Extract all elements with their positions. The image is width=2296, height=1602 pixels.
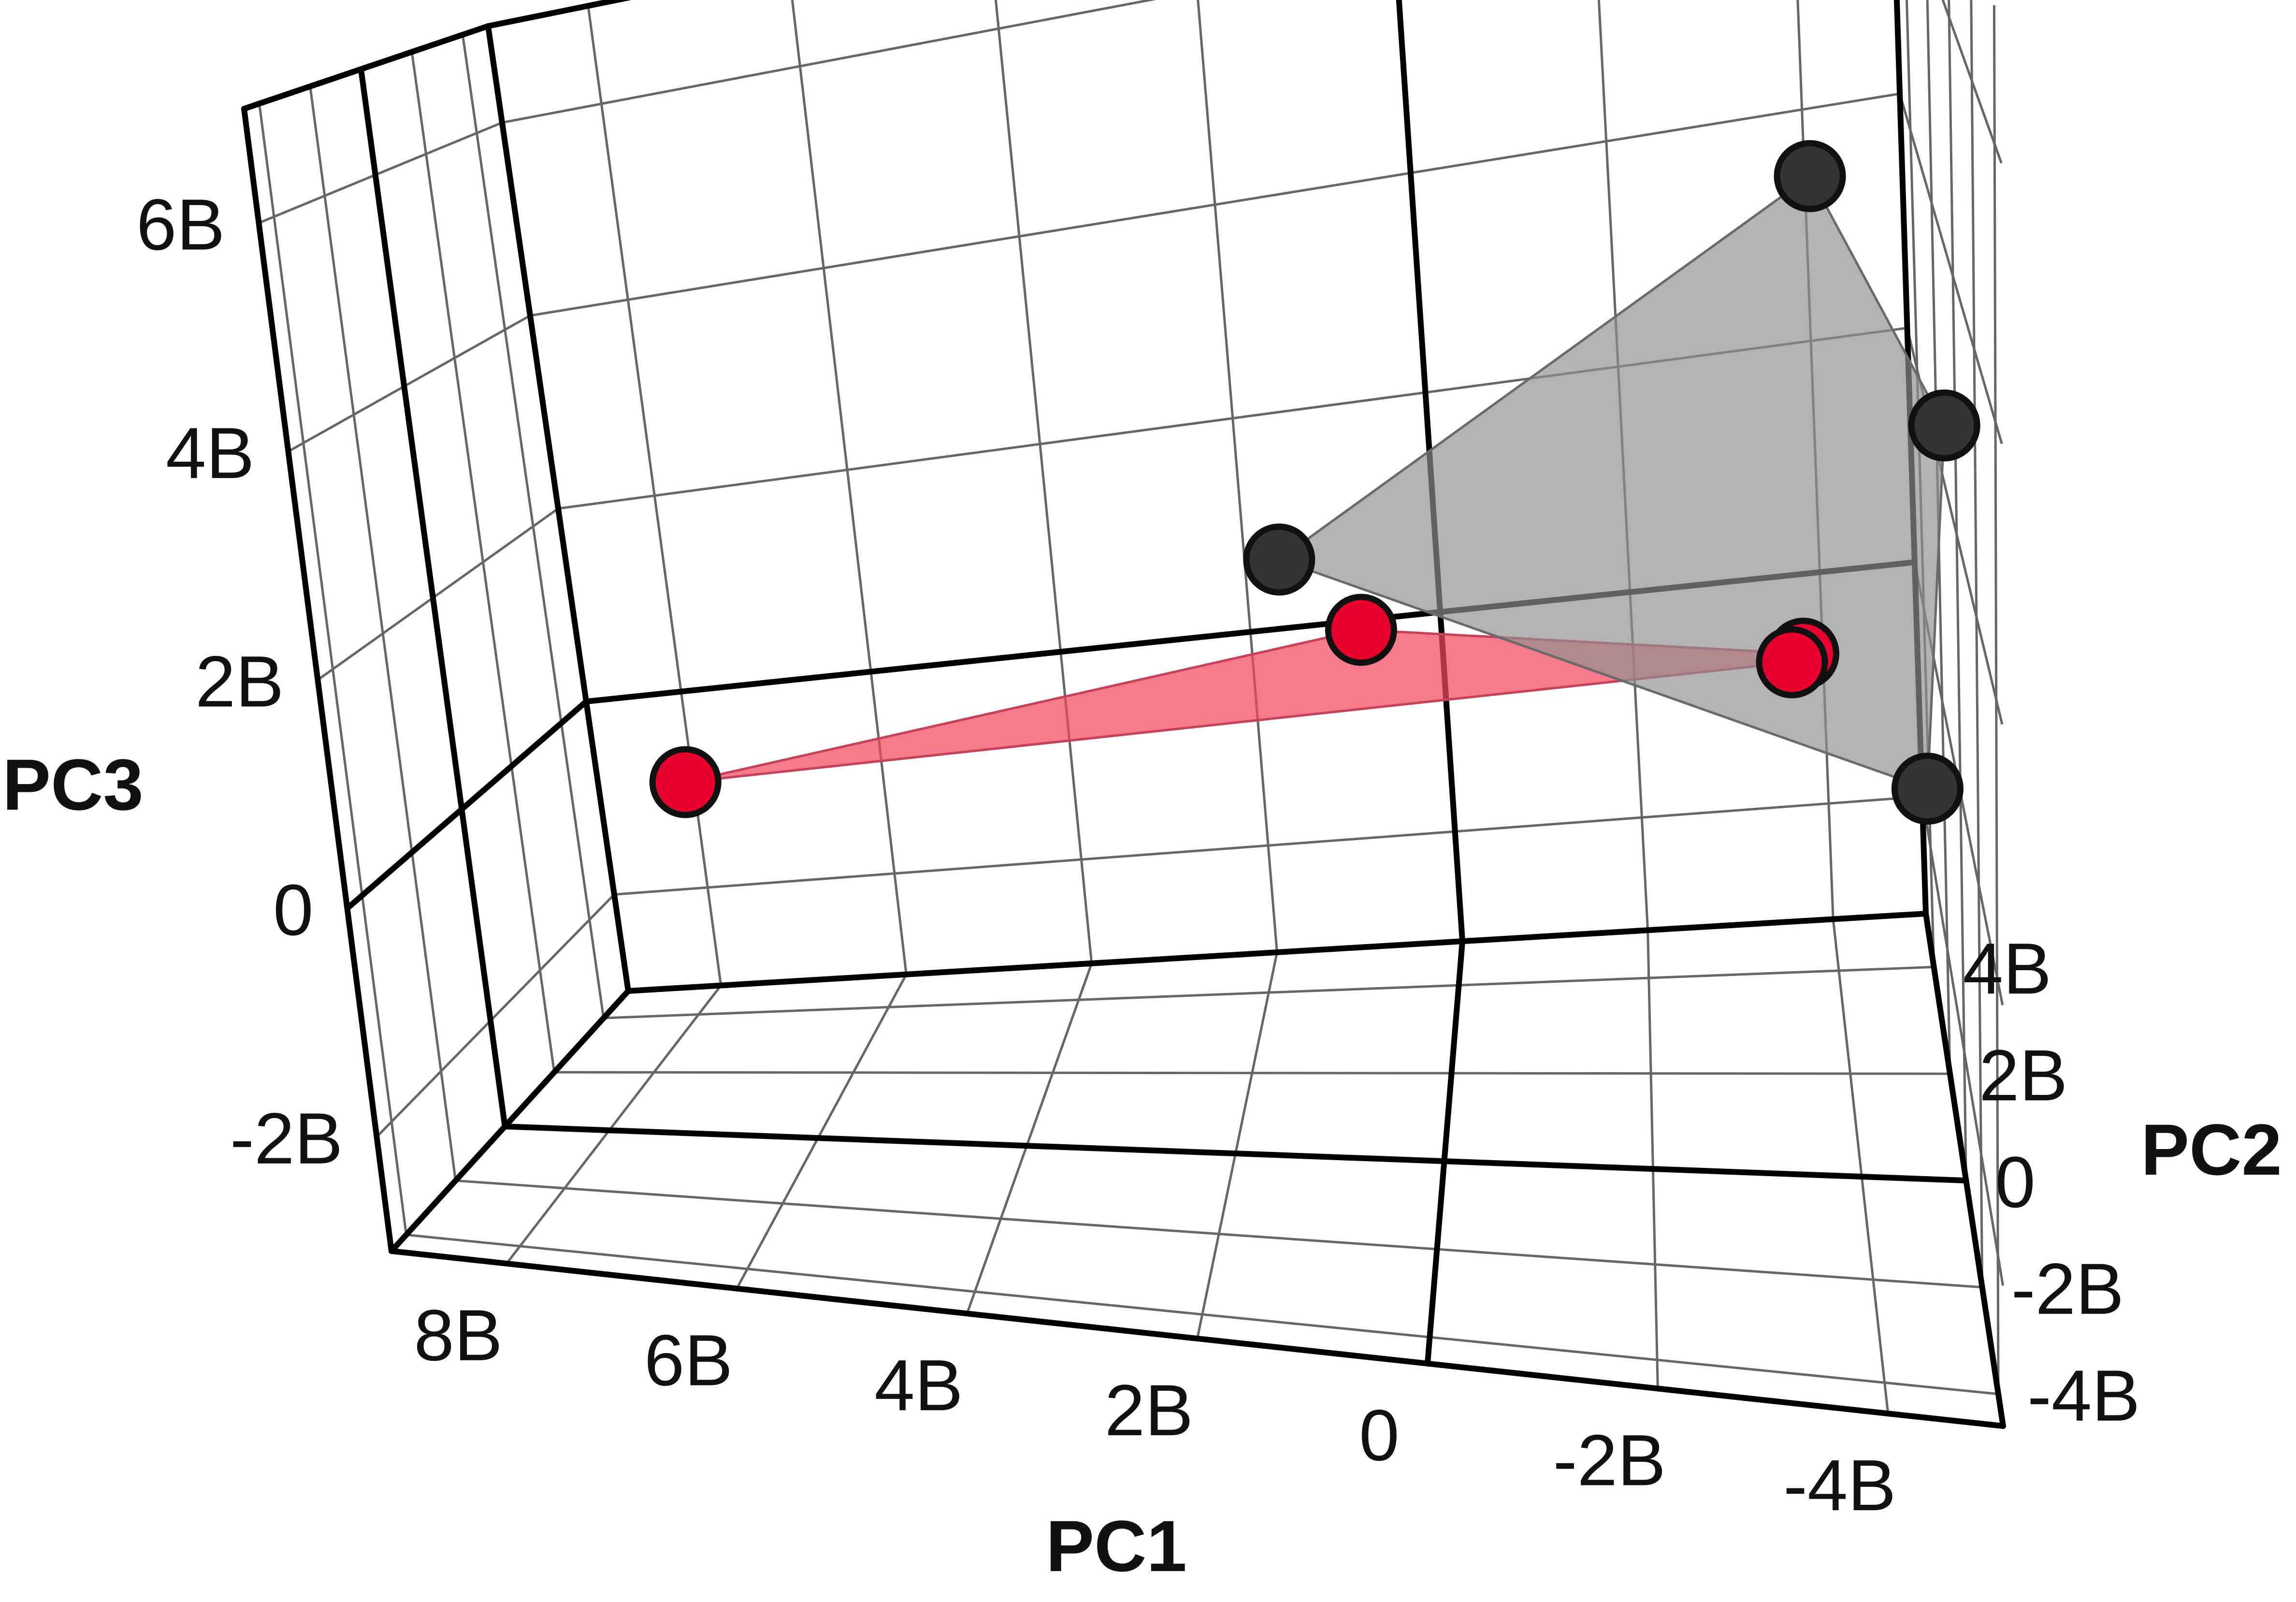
side-wall-grid-line bbox=[288, 314, 531, 453]
x-axis-title: PC1 bbox=[1046, 1505, 1187, 1587]
grey-data-point bbox=[1243, 524, 1315, 596]
floor-grid-line bbox=[1646, 930, 1659, 1389]
data-points bbox=[649, 140, 1980, 825]
y-zero-side-line bbox=[358, 66, 508, 1130]
frame-edge bbox=[1923, 911, 2006, 1429]
x-tick-label: -4B bbox=[1783, 1444, 1896, 1526]
y-axis-title: PC2 bbox=[2141, 1109, 2282, 1190]
back-wall-grid-line bbox=[614, 795, 1922, 896]
floor-grid-line bbox=[1832, 919, 1890, 1414]
y-tick-label: 2B bbox=[1979, 1034, 2067, 1116]
right-wall-grid-line bbox=[1941, 0, 2003, 164]
back-wall-grid-line bbox=[502, 0, 1156, 124]
right-wall-grid-line bbox=[1921, 796, 2005, 1286]
y-tick-label: -2B bbox=[2011, 1248, 2124, 1329]
red-data-point bbox=[1325, 594, 1397, 666]
frame-edge bbox=[389, 988, 631, 1254]
back-wall-grid-line bbox=[994, 0, 1093, 964]
z-tick-label: 2B bbox=[195, 641, 284, 722]
x-tick-label: 6B bbox=[644, 1320, 733, 1401]
grey-data-point bbox=[1908, 389, 1980, 462]
x-tick-label: 0 bbox=[1359, 1395, 1399, 1476]
floor-grid-line bbox=[1196, 952, 1278, 1339]
floor-grid-line bbox=[736, 974, 908, 1289]
x-tick-label: -2B bbox=[1553, 1419, 1666, 1500]
x-tick-label: 2B bbox=[1105, 1369, 1193, 1451]
frame-edge bbox=[389, 1248, 2006, 1429]
z-tick-label: 6B bbox=[136, 184, 225, 265]
grey-data-point bbox=[1891, 752, 1964, 825]
y-tick-label: 0 bbox=[1995, 1141, 2035, 1223]
floor-grid-line bbox=[406, 1233, 1999, 1396]
right-wall-grid-line bbox=[1898, 93, 2003, 444]
red-data-point bbox=[649, 746, 722, 818]
grey-data-point bbox=[1774, 140, 1846, 212]
x-zero-wall-line bbox=[1396, 0, 1466, 945]
back-wall-grid-line bbox=[530, 92, 1900, 317]
back-wall-grid-line bbox=[1197, 0, 1278, 953]
side-wall-grid-line bbox=[375, 893, 615, 1138]
floor-grid-line bbox=[554, 1071, 1950, 1075]
y-tick-label: 4B bbox=[1963, 928, 2051, 1009]
z-tick-label: 0 bbox=[273, 869, 313, 950]
y-tick-label: -4B bbox=[2027, 1355, 2140, 1436]
floor-grid-line bbox=[966, 963, 1093, 1314]
tick-labels: 8B 6B 4B 2B 0 -2B -4B -4B -2B 0 2B 4B 6B 4B 2B 0 -2B bbox=[136, 184, 2140, 1526]
z-tick-label: -2B bbox=[230, 1098, 343, 1179]
z-axis-title: PC3 bbox=[2, 744, 144, 825]
back-wall-grid-line bbox=[791, 0, 908, 975]
side-wall-grid-line bbox=[317, 507, 559, 681]
x-tick-label: 8B bbox=[414, 1295, 502, 1376]
z-zero-side-line bbox=[344, 699, 589, 912]
frame-edge bbox=[485, 23, 631, 994]
red-data-point bbox=[1756, 626, 1828, 699]
frame-edge bbox=[625, 911, 1929, 994]
z-tick-label: 4B bbox=[166, 412, 254, 494]
floor-grid-line bbox=[603, 965, 1934, 1019]
y-zero-floor-line bbox=[502, 1123, 1969, 1184]
floor-grid-line bbox=[455, 1179, 1982, 1289]
frame-edge bbox=[485, 0, 632, 29]
frame-edge bbox=[241, 23, 491, 112]
side-wall-grid-line bbox=[258, 121, 503, 224]
x-tick-label: 4B bbox=[874, 1344, 963, 1426]
x-zero-floor-line bbox=[1424, 938, 1466, 1367]
frame-edge bbox=[241, 106, 394, 1254]
floor-grid-line bbox=[505, 985, 722, 1265]
